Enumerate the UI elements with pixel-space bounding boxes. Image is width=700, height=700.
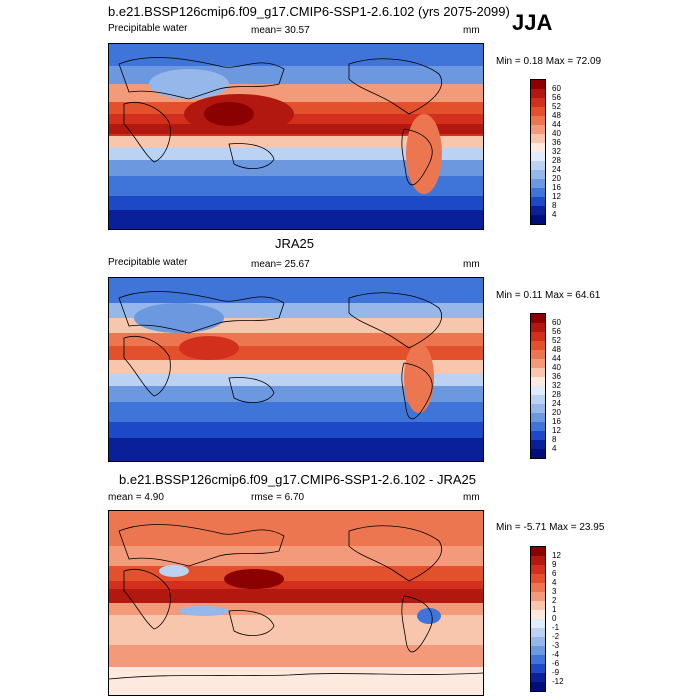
panel3-cbar-label: 0 [552,614,557,623]
panel1-cbar-label: 56 [552,93,561,102]
panel3-colorbar [530,546,546,692]
panel2-map [108,277,484,462]
panel2-cbar-label: 28 [552,390,561,399]
panel1-cbar-label: 60 [552,84,561,93]
panel1-minmax: Min = 0.18 Max = 72.09 [496,56,602,67]
panel1-cbar-label: 4 [552,210,557,219]
panel3-cbar-label: -4 [552,650,560,659]
panel1-cbar-label: 12 [552,192,561,201]
season-label: JJA [512,10,553,35]
panel1-cbar-label: 32 [552,147,561,156]
panel1-cbar-label: 44 [552,120,561,129]
panel2-cbar-label: 56 [552,327,561,336]
panel2-cbar-label: 20 [552,408,561,417]
panel2-cbar-label: 24 [552,399,561,408]
panel1-units-label: mm [463,25,480,36]
panel3-cbar-label: 1 [552,605,557,614]
panel1-cbar-label: 28 [552,156,561,165]
panel2-cbar-label: 12 [552,426,561,435]
panel3-cbar-label: 9 [552,560,557,569]
panel2-minmax: Min = 0.11 Max = 64.61 [496,290,601,301]
panel3-rmse-label: rmse = 6.70 [251,492,305,503]
panel2-cbar-label: 44 [552,354,561,363]
panel2-variable-label: Precipitable water [108,257,188,268]
panel1-cbar-label: 8 [552,201,557,210]
panel3-cbar-label: -2 [552,632,560,641]
panel2-map-svg [109,278,483,461]
panel1-cbar-label: 40 [552,129,561,138]
panel1-cbar-label: 24 [552,165,561,174]
panel2-cbar-label: 8 [552,435,557,444]
panel1-cbar-label: 48 [552,111,561,120]
panel1-variable-label: Precipitable water [108,23,188,34]
panel1-cbar-label: 52 [552,102,561,111]
panel1-cbar-label: 20 [552,174,561,183]
panel3-cbar-label: -6 [552,659,560,668]
panel2-cbar-label: 36 [552,372,561,381]
panel2-cbar-label: 32 [552,381,561,390]
panel2-cbar-label: 48 [552,345,561,354]
panel1-map [108,43,484,230]
panel1-mean-label: mean= 30.57 [251,25,310,36]
panel3-units-label: mm [463,492,480,503]
panel1-cbar-label: 36 [552,138,561,147]
panel2-cbar-label: 16 [552,417,561,426]
panel3-map-svg [109,511,483,695]
panel3-cbar-label: 4 [552,578,557,587]
panel3-cbar-label: -3 [552,641,560,650]
panel3-mean-label: mean = 4.90 [108,492,164,503]
panel3-cbar-label: 2 [552,596,557,605]
panel3-title: b.e21.BSSP126cmip6.f09_g17.CMIP6-SSP1-2.… [119,472,476,487]
panel2-mean-label: mean= 25.67 [251,259,310,270]
panel2-colorbar [530,313,546,459]
panel3-cbar-label: 6 [552,569,557,578]
panel2-cbar-label: 40 [552,363,561,372]
panel3-cbar-label: -1 [552,623,560,632]
panel3-cbar-label: 12 [552,551,561,560]
main-title: b.e21.BSSP126cmip6.f09_g17.CMIP6-SSP1-2.… [108,4,510,19]
panel3-map [108,510,484,696]
panel2-units-label: mm [463,259,480,270]
panel1-cbar-label: 16 [552,183,561,192]
panel1-map-svg [109,44,483,229]
panel2-title: JRA25 [275,236,315,251]
panel1-colorbar [530,79,546,225]
panel2-cbar-label: 4 [552,444,557,453]
panel3-minmax: Min = -5.71 Max = 23.95 [496,522,605,533]
panel3-cbar-label: 3 [552,587,557,596]
panel2-cbar-label: 52 [552,336,561,345]
panel2-cbar-label: 60 [552,318,561,327]
panel3-cbar-label: -9 [552,668,560,677]
panel3-cbar-label: -12 [552,677,564,686]
